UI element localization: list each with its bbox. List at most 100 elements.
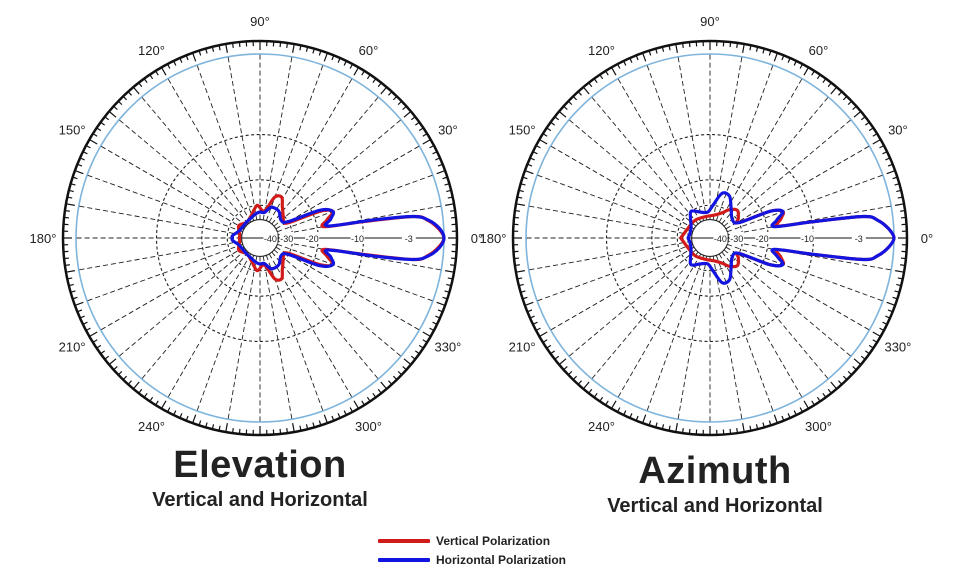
- degree-tick: [397, 100, 403, 106]
- degree-tick: [799, 63, 804, 69]
- degree-tick: [520, 290, 526, 293]
- degree-tick: [331, 55, 335, 61]
- degree-tick: [446, 189, 452, 193]
- azimuth-title: Azimuth: [638, 450, 792, 492]
- degree-tick: [292, 43, 295, 53]
- degree-tick: [372, 392, 377, 398]
- degree-tick: [515, 270, 525, 273]
- degree-tick: [436, 301, 446, 306]
- degree-tick: [422, 133, 428, 137]
- degree-tick: [85, 144, 91, 149]
- degree-tick: [323, 414, 328, 424]
- radial-label-bg: [279, 232, 294, 244]
- degree-tick: [64, 257, 70, 260]
- spoke-gridline: [277, 174, 434, 233]
- degree-tick: [92, 133, 98, 137]
- angle-tick-label: 120°: [138, 43, 165, 58]
- degree-tick: [179, 413, 183, 419]
- degree-tick: [353, 400, 360, 409]
- degree-tick: [535, 327, 541, 332]
- degree-tick: [838, 91, 843, 96]
- degree-tick: [104, 116, 110, 121]
- horizontal-polarization-trace: [686, 191, 896, 285]
- spoke-gridline: [167, 78, 252, 223]
- degree-tick: [185, 415, 189, 421]
- degree-tick: [323, 52, 328, 62]
- degree-tick: [117, 100, 123, 106]
- spoke-gridline: [262, 256, 293, 420]
- degree-tick: [749, 45, 752, 51]
- radial-label-bg: [851, 232, 866, 244]
- degree-tick: [388, 91, 393, 96]
- spoke-gridline: [78, 205, 242, 236]
- degree-tick: [897, 196, 903, 199]
- degree-tick: [811, 400, 815, 406]
- legend-item-vertical: Vertical Polarization: [378, 531, 566, 550]
- angle-tick-label: 0°: [471, 231, 483, 246]
- azimuth-subtitle: Vertical and Horizontal: [607, 495, 823, 517]
- angle-tick-label: 150°: [509, 123, 536, 138]
- radial-tick-label: -20: [756, 234, 769, 244]
- degree-tick: [286, 428, 289, 434]
- spoke-gridline: [273, 119, 402, 227]
- spoke-gridline: [275, 246, 420, 331]
- degree-tick: [429, 144, 435, 149]
- degree-tick: [872, 133, 878, 137]
- degree-tick: [550, 350, 556, 355]
- degree-tick: [72, 176, 78, 180]
- degree-tick: [349, 407, 354, 413]
- degree-tick: [655, 48, 658, 54]
- degree-tick: [532, 321, 538, 325]
- degree-tick: [872, 331, 881, 338]
- radial-tick-label: -30: [280, 234, 293, 244]
- degree-tick: [429, 327, 435, 332]
- degree-tick: [437, 163, 443, 167]
- radial-tick-label: -3: [405, 234, 413, 244]
- legend-label-vertical: Vertical Polarization: [436, 533, 551, 548]
- degree-tick: [318, 420, 322, 426]
- degree-tick: [879, 144, 885, 149]
- degree-tick: [205, 48, 208, 54]
- spoke-gridline: [227, 256, 258, 420]
- degree-tick: [593, 78, 598, 84]
- spoke-gridline: [141, 96, 249, 225]
- degree-tick: [853, 110, 862, 118]
- degree-tick: [337, 413, 341, 419]
- degree-tick: [885, 315, 891, 319]
- degree-tick: [74, 301, 84, 306]
- degree-tick: [729, 428, 732, 434]
- degree-tick: [64, 264, 70, 267]
- degree-tick: [588, 82, 593, 88]
- degree-tick: [397, 370, 403, 376]
- radial-tick-label: -10: [801, 234, 814, 244]
- degree-tick: [305, 424, 309, 430]
- degree-tick: [668, 45, 671, 51]
- degree-tick: [366, 74, 371, 80]
- degree-tick: [872, 339, 878, 343]
- degree-tick: [642, 414, 647, 424]
- degree-tick: [279, 428, 282, 434]
- degree-tick: [392, 375, 398, 381]
- degree-tick: [736, 42, 739, 48]
- degree-tick: [410, 116, 416, 121]
- degree-tick: [100, 350, 106, 355]
- degree-tick: [122, 375, 128, 381]
- degree-tick: [661, 46, 665, 52]
- degree-tick: [444, 183, 450, 186]
- angle-tick-label: 60°: [809, 43, 829, 58]
- degree-tick: [432, 151, 438, 155]
- degree-tick: [444, 290, 450, 293]
- degree-tick: [688, 428, 691, 434]
- degree-tick: [762, 48, 765, 54]
- degree-tick: [442, 176, 448, 180]
- degree-tick: [238, 428, 241, 434]
- degree-tick: [79, 315, 85, 319]
- degree-tick: [635, 415, 639, 421]
- vertical-polarization-trace: [679, 207, 896, 269]
- legend: Vertical Polarization Horizontal Polariz…: [378, 531, 566, 569]
- degree-tick: [550, 121, 556, 126]
- radial-label-bg: [713, 232, 728, 244]
- degree-tick: [410, 355, 416, 360]
- degree-tick: [892, 176, 898, 180]
